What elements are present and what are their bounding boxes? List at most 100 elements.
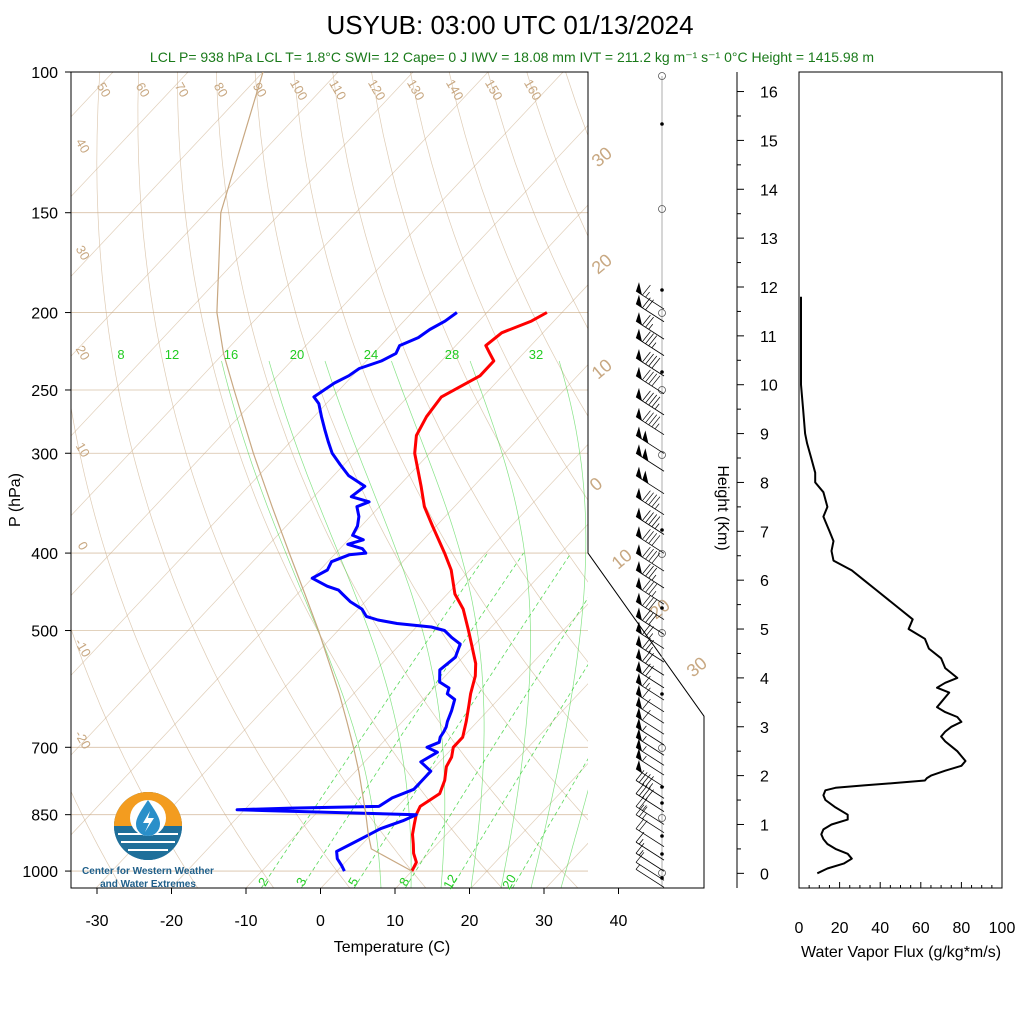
wind-barb-tick — [651, 357, 661, 369]
mixing-ratio-line — [512, 758, 588, 888]
wind-barb-tick — [645, 581, 654, 593]
isotherm-line — [71, 72, 189, 198]
dry-adiabat-label: 120 — [365, 77, 389, 103]
isotherm-line — [71, 72, 414, 437]
wind-barb-tick — [642, 709, 651, 721]
wind-barb-flag — [636, 407, 642, 421]
barb-calm-circle — [658, 629, 666, 637]
isotherm-line — [245, 523, 588, 888]
barb-level-dot — [660, 876, 664, 880]
wind-barb — [635, 592, 665, 620]
moist-adiabat-label: 32 — [529, 347, 543, 362]
saturation-label: 30 — [683, 653, 711, 681]
wind-barb-flag — [636, 592, 642, 606]
saturation-label: 10 — [588, 355, 616, 383]
moist-adiabat-line — [324, 360, 446, 888]
barb-level-dot — [660, 834, 664, 838]
flux-x-axis-label: Water Vapor Flux (g/kg*m/s) — [801, 944, 1001, 961]
isotherm-line — [545, 842, 588, 888]
wind-barb-tick — [642, 284, 651, 296]
wind-barb-tick — [645, 565, 654, 577]
wind-barb-flag — [636, 748, 642, 762]
wind-barb-tick — [638, 785, 648, 796]
wind-barb-tick — [635, 770, 645, 781]
wind-barb-tick — [648, 514, 658, 525]
wind-barb — [635, 282, 665, 310]
wind-barb-tick — [635, 831, 645, 843]
wind-barb-tick — [642, 687, 651, 699]
wind-barb-half-tick — [651, 342, 657, 348]
wind-barb-shaft — [635, 868, 665, 888]
wind-barb-tick — [635, 818, 645, 829]
pressure-tick-label: 200 — [31, 306, 58, 323]
wind-barb-tick — [651, 552, 661, 564]
wind-barb — [635, 387, 665, 416]
dry-adiabat-label: 30 — [73, 243, 93, 263]
wind-barb-half-tick — [638, 838, 644, 845]
temperature-tick-label: 10 — [386, 913, 404, 930]
dry-adiabat-line — [565, 72, 588, 137]
isotherm-line — [621, 72, 1024, 888]
moist-adiabat-line — [391, 360, 485, 888]
wind-barb-tick — [635, 804, 645, 815]
wind-barb-tick — [648, 550, 658, 562]
wind-barb — [635, 852, 665, 881]
wind-barb — [635, 843, 665, 872]
wind-barb-tick — [638, 806, 648, 817]
isotherm-line — [95, 364, 588, 888]
mixing-ratio-line — [260, 552, 488, 888]
wind-barb — [635, 696, 665, 724]
height-tick-label: 8 — [760, 475, 769, 492]
wind-barb-tick — [642, 369, 651, 381]
wind-barb — [635, 759, 665, 788]
wind-barb-half-tick — [654, 503, 660, 509]
dry-adiabat-line — [332, 72, 588, 663]
wind-barb — [635, 738, 665, 766]
wind-barb-tick — [645, 353, 654, 365]
wind-barb-tick — [635, 852, 645, 863]
wind-barb-tick — [642, 490, 651, 501]
wind-barb-flag — [636, 635, 642, 649]
height-tick-label: 9 — [760, 427, 769, 444]
wind-barb — [635, 487, 665, 516]
height-tick-label: 2 — [760, 769, 769, 786]
dry-adiabat-label: 0 — [75, 539, 92, 553]
wind-barb-shaft — [635, 793, 665, 812]
dry-adiabat-line — [137, 72, 427, 888]
flux-tick-label: 60 — [912, 920, 930, 937]
saturation-label: 0 — [586, 473, 607, 495]
wind-barb — [635, 684, 665, 713]
moist-adiabat-line — [268, 360, 412, 888]
wind-barb — [635, 426, 665, 454]
wind-barb-half-tick — [648, 633, 654, 639]
wind-barb-tick — [642, 624, 651, 635]
wind-barb — [635, 717, 665, 746]
wind-barb-flag — [636, 684, 642, 698]
wind-barb-half-tick — [642, 755, 647, 762]
wind-barb-tick — [648, 567, 658, 579]
wind-barb-half-tick — [645, 291, 650, 298]
wind-barb-tick — [648, 599, 658, 610]
wind-barb-tick — [648, 414, 658, 425]
wind-barb-tick — [645, 639, 654, 651]
saturation-label: 20 — [646, 595, 674, 623]
saturation-label: 30 — [588, 143, 616, 171]
pressure-tick-label: 250 — [31, 383, 58, 400]
chart-title: USYUB: 03:00 UTC 01/13/2024 — [326, 10, 693, 40]
mixing-ratio-label: 3 — [293, 875, 310, 889]
wind-barb-flag — [636, 487, 642, 501]
barb-level-dot — [660, 606, 664, 610]
wind-barb — [635, 349, 665, 377]
logo-text-line2: and Water Extremes — [100, 879, 196, 890]
wind-barb-flag — [636, 621, 642, 635]
dry-adiabat-label: 100 — [287, 77, 311, 103]
isotherm-line — [71, 72, 264, 277]
wind-barb-half-tick — [654, 403, 660, 410]
barb-calm-circle — [658, 744, 666, 752]
wind-barb-tick — [642, 563, 651, 575]
dry-adiabat-line — [215, 72, 579, 888]
moist-adiabat-label: 12 — [165, 347, 179, 362]
wind-barb-tick — [645, 316, 654, 328]
wind-barb-flag — [636, 728, 642, 742]
